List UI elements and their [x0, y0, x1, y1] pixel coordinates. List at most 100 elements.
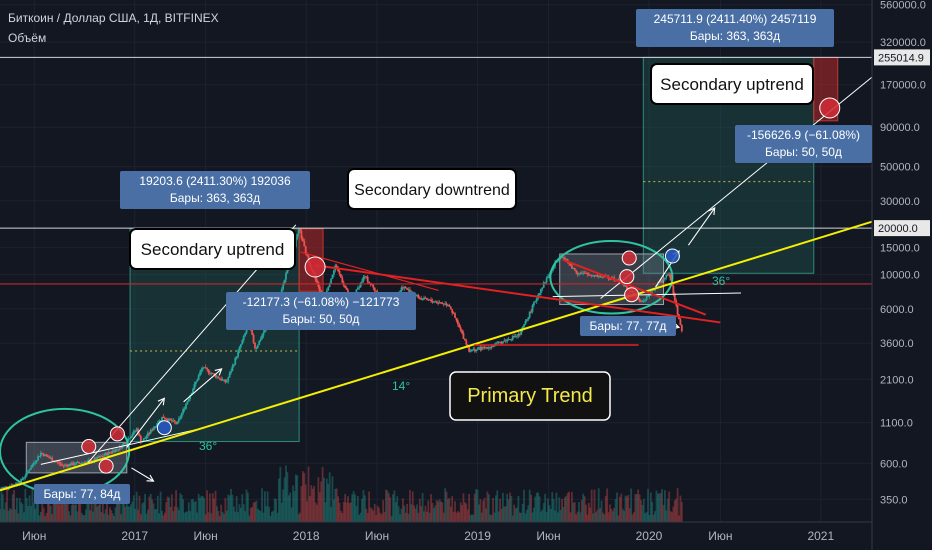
- symbol-title[interactable]: Биткоин / Доллар США, 1Д, BITFINEX: [8, 11, 219, 25]
- range-label-2019-bg: [580, 316, 676, 336]
- candle-body: [541, 287, 544, 290]
- volume-bar: [273, 498, 276, 522]
- candle-body: [371, 284, 373, 286]
- volume-bar: [128, 506, 131, 522]
- volume-bar: [649, 492, 652, 522]
- candle-body: [335, 265, 338, 269]
- candle-body: [449, 306, 452, 310]
- label-secondary-uptrend-1: Secondary uptrend: [141, 240, 285, 259]
- volume-bar: [137, 509, 139, 522]
- drop-label-2021-sub: Бары: 50, 50д: [765, 145, 842, 159]
- volume-bar: [262, 512, 265, 522]
- volume-indicator-label[interactable]: Объём: [8, 31, 47, 45]
- volume-bar: [132, 495, 135, 522]
- volume-bar: [511, 515, 514, 522]
- candle-body: [659, 281, 662, 283]
- downtrend-channel-line: [562, 258, 707, 316]
- candle-body: [609, 278, 611, 280]
- candle-body: [87, 460, 90, 462]
- candle-body: [245, 329, 248, 334]
- volume-bar: [162, 515, 165, 522]
- candle-body: [20, 479, 23, 485]
- candle-body: [166, 419, 169, 421]
- volume-bar: [285, 465, 287, 522]
- volume-bar: [617, 515, 620, 522]
- volume-bar: [348, 502, 351, 522]
- volume-bar: [403, 505, 406, 522]
- volume-bar: [328, 472, 331, 522]
- volume-bar: [235, 496, 238, 522]
- candle-body: [48, 457, 51, 459]
- volume-bar: [633, 512, 635, 522]
- volume-bar: [325, 478, 328, 522]
- candle-body: [431, 301, 434, 303]
- candle-body: [418, 298, 421, 300]
- volume-bar: [248, 515, 251, 522]
- candle-body: [106, 453, 108, 456]
- volume-bar: [562, 507, 565, 522]
- volume-bar: [603, 514, 606, 522]
- candle-body: [490, 346, 493, 348]
- candle-body: [545, 278, 548, 283]
- candle-body: [73, 464, 76, 466]
- y-tick-label: 600.0: [880, 458, 908, 470]
- volume-bar: [382, 500, 385, 522]
- volume-bar: [99, 501, 101, 522]
- volume-bar: [354, 494, 356, 522]
- volume-bar: [293, 491, 296, 522]
- candle-body: [525, 319, 528, 322]
- volume-bar: [30, 505, 32, 522]
- y-tick-label: 560000.0: [880, 0, 926, 12]
- candle-body: [679, 319, 682, 325]
- volume-bar: [645, 512, 648, 522]
- volume-bar: [641, 504, 644, 522]
- candle-body: [540, 289, 542, 294]
- candle-body: [208, 372, 211, 374]
- candle-body: [101, 456, 104, 458]
- volume-bar: [251, 507, 254, 522]
- volume-bar: [407, 513, 410, 522]
- volume-bar: [418, 498, 421, 522]
- volume-bar: [580, 499, 583, 522]
- volume-bar: [541, 509, 544, 522]
- volume-bar: [524, 513, 527, 522]
- candle-body: [579, 272, 582, 274]
- volume-bar: [106, 488, 108, 522]
- volume-bar: [572, 502, 575, 522]
- volume-bar: [306, 501, 309, 522]
- volume-bar: [173, 506, 176, 522]
- volume-bar: [648, 514, 651, 522]
- volume-bar: [34, 508, 37, 522]
- volume-bar: [186, 511, 189, 522]
- candle-body: [441, 302, 444, 304]
- volume-bar: [79, 495, 82, 522]
- volume-bar: [420, 506, 423, 522]
- volume-bar: [469, 515, 472, 522]
- volume-bar: [144, 493, 146, 522]
- volume-bar: [435, 500, 438, 522]
- volume-bar: [11, 494, 14, 522]
- volume-bar: [502, 492, 504, 522]
- volume-bar: [314, 502, 317, 522]
- volume-bar: [72, 495, 75, 522]
- candle-body: [587, 274, 590, 276]
- candle-body: [163, 417, 166, 419]
- volume-bar: [421, 493, 424, 522]
- volume-bar: [297, 514, 300, 522]
- volume-bar: [465, 503, 468, 522]
- volume-bar: [103, 513, 106, 522]
- volume-bar: [349, 502, 352, 522]
- volume-bar: [183, 512, 186, 522]
- candle-body: [332, 270, 335, 275]
- candle-body: [203, 367, 206, 369]
- candle-body: [79, 463, 82, 465]
- candle-body: [51, 457, 54, 461]
- volume-bar: [504, 506, 507, 522]
- candle-body: [430, 299, 432, 302]
- grid: [0, 0, 872, 522]
- candle-body: [282, 284, 285, 290]
- volume-bar: [93, 496, 96, 522]
- volume-bar: [309, 496, 311, 522]
- candle-body: [578, 273, 580, 275]
